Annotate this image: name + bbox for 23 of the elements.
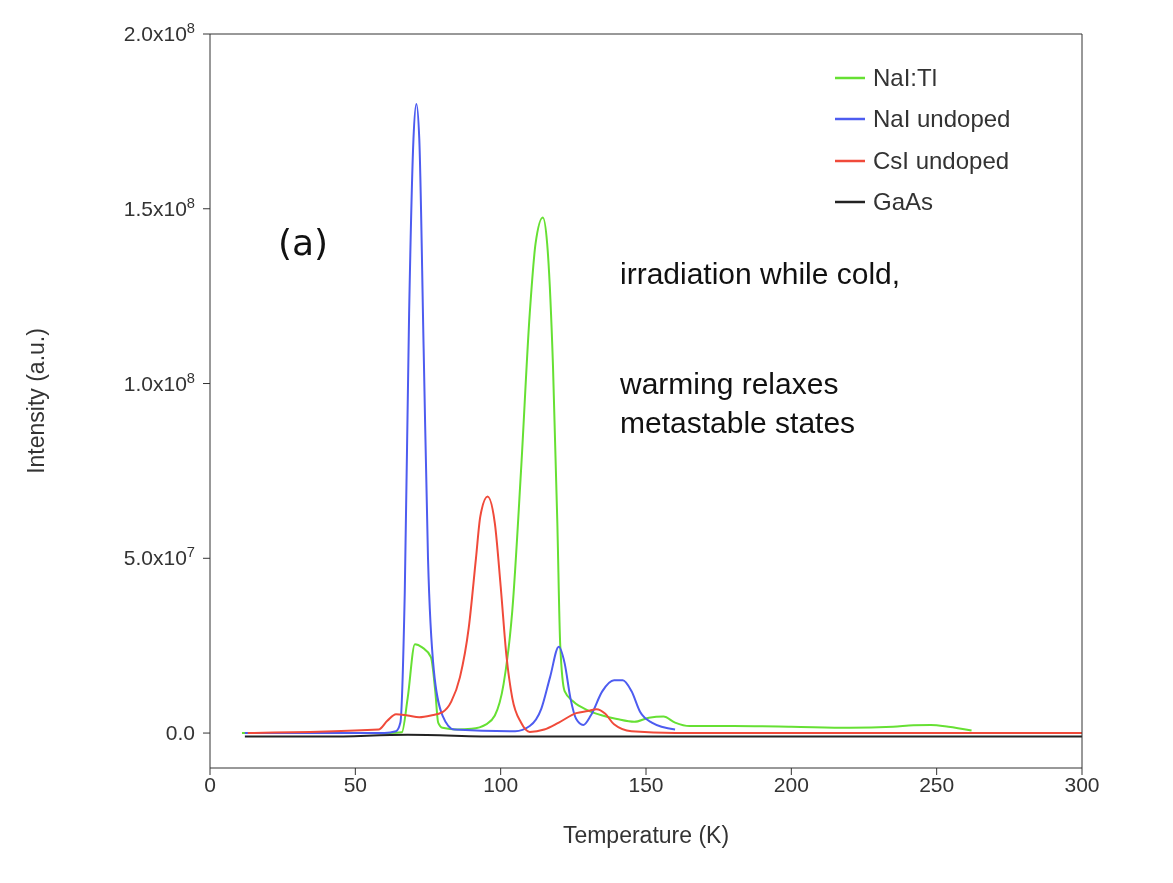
x-tick-label: 100 [483,772,519,796]
x-tick-label: 300 [1064,772,1100,796]
line-series [240,216,973,735]
legend-label: NaI:Tl [873,63,938,92]
legend-label: GaAs [873,188,934,217]
annotation: irradiation while cold, [620,256,901,292]
x-tick-label: 0 [204,772,216,796]
x-axis-title: Temperature (K) [562,822,730,848]
y-tick-label: 1.0x10$^{8}$ [123,369,195,395]
legend-label: CsI undoped [873,146,1010,175]
x-tick-label: 150 [628,772,664,796]
y-axis-title: Intensity (a.u.) [23,328,50,474]
y-tick-label: 1.5x10$^{8}$ [123,194,195,220]
y-tick-label: 2.0x10$^{8}$ [123,20,195,45]
x-tick-label: 50 [343,772,368,796]
annotation: warming relaxes metastable states [620,366,856,441]
y-tick-label: 5.0x10$^{7}$ [123,544,195,570]
annotation: (a) [278,221,329,265]
x-tick-label: 200 [773,772,809,796]
legend-label: NaI undoped [873,105,1011,134]
x-tick-label: 250 [919,772,955,796]
line-series [246,495,1082,735]
y-tick-label: 0.0 [165,721,195,745]
